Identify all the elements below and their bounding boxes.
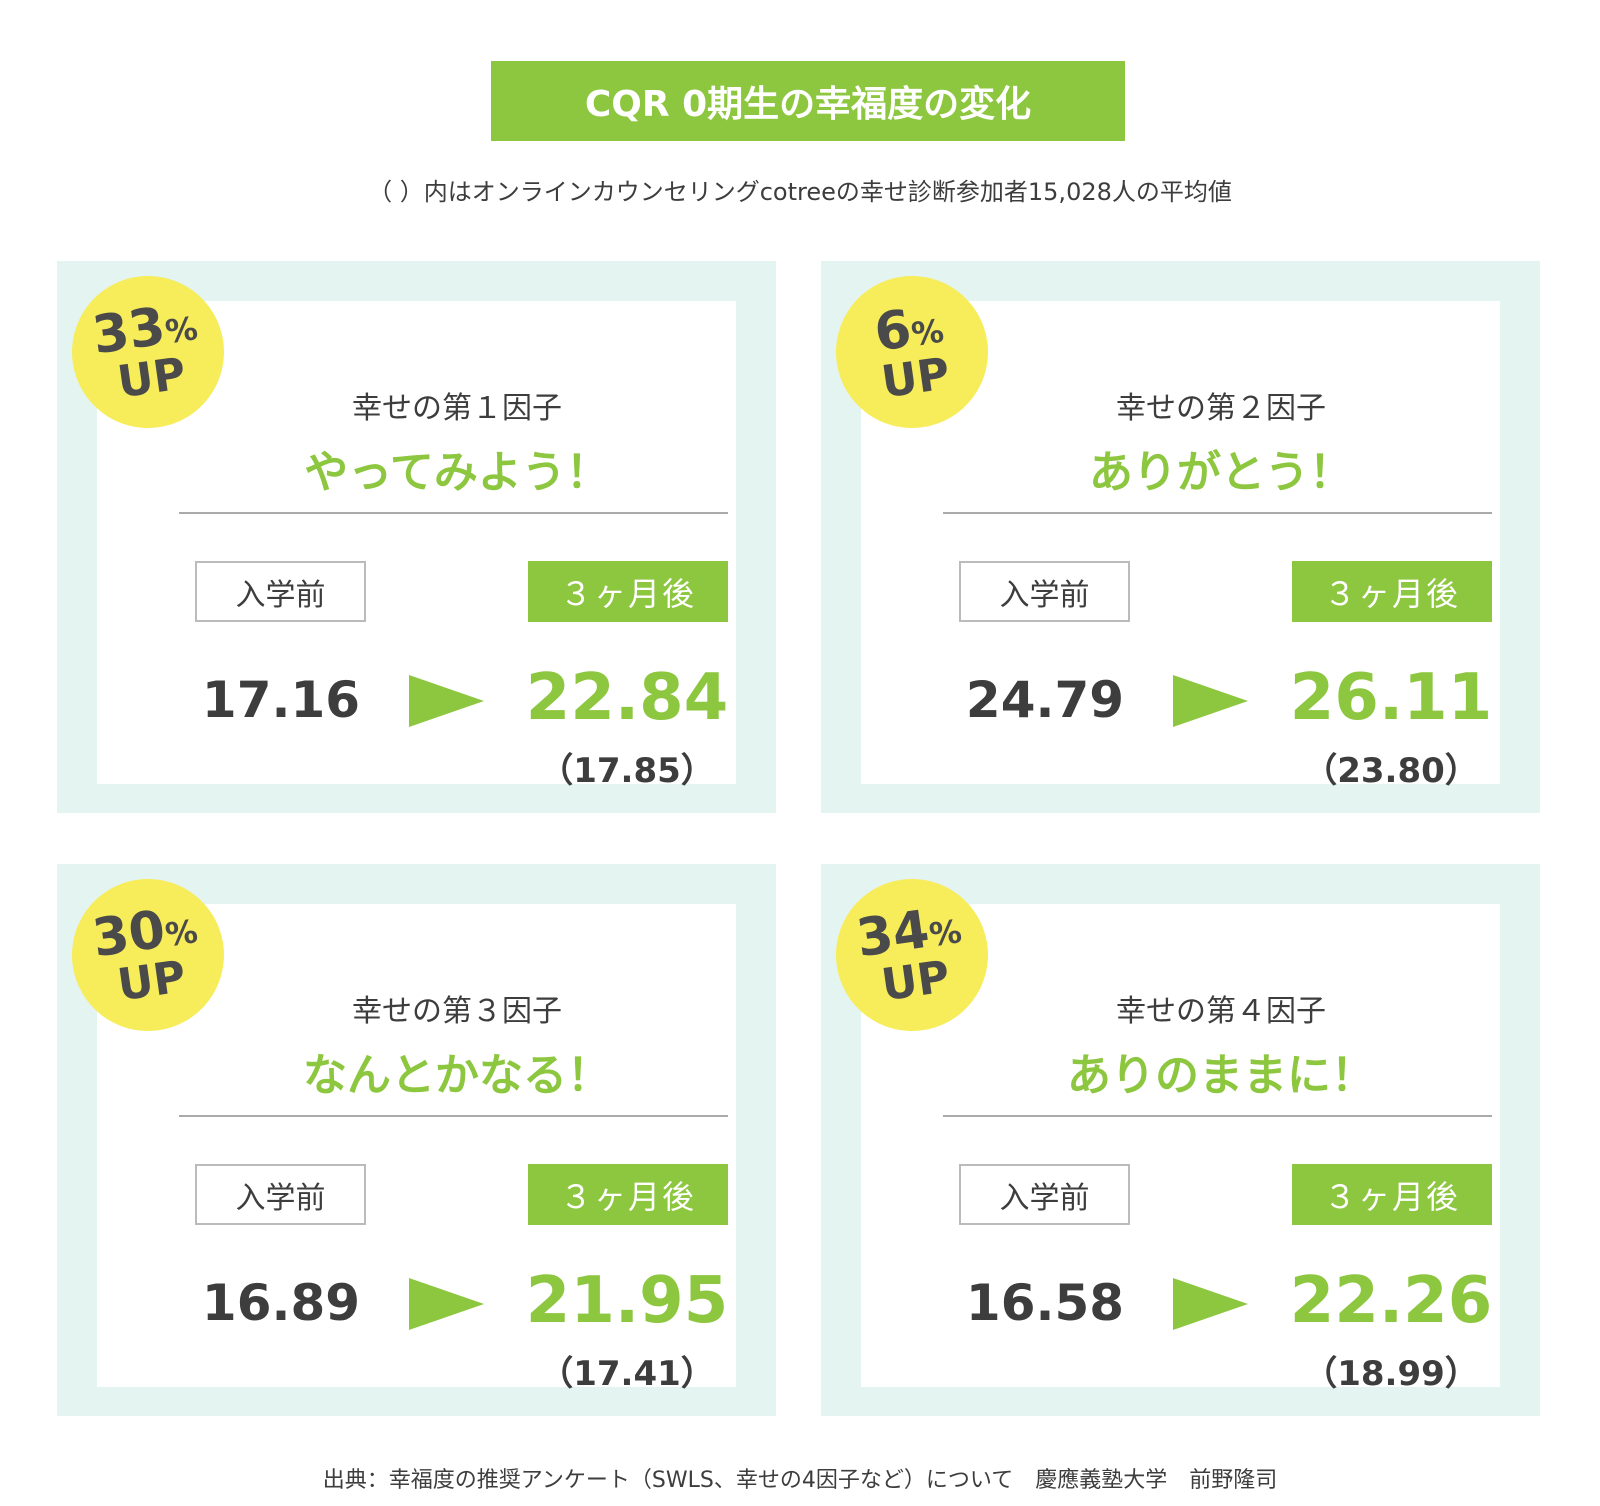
- after-value: 26.11: [1289, 661, 1493, 735]
- arrow-right-icon: [1173, 675, 1248, 727]
- divider: [943, 512, 1492, 514]
- percent-sign: %: [926, 912, 964, 955]
- after-label: ３ヶ月後: [1292, 1164, 1492, 1225]
- before-label: 入学前: [195, 1164, 366, 1225]
- factor-label: 幸せの第４因子: [1116, 994, 1326, 1029]
- card-inner: 幸せの第１因子 やってみよう！ 入学前 ３ヶ月後 17.16 22.84 （17…: [97, 301, 736, 791]
- up-label: UP: [114, 951, 189, 1012]
- factor-catchphrase: ありがとう！: [1089, 447, 1353, 498]
- factor-label: 幸せの第３因子: [352, 994, 562, 1029]
- before-label: 入学前: [959, 561, 1130, 622]
- average-value: （17.41）: [539, 1354, 715, 1394]
- up-label: UP: [114, 348, 189, 409]
- after-label: ３ヶ月後: [528, 1164, 728, 1225]
- average-value: （17.85）: [539, 751, 715, 791]
- percent-sign: %: [162, 912, 200, 955]
- factor-card: 幸せの第２因子 ありがとう！ 入学前 ３ヶ月後 24.79 26.11 （23.…: [821, 261, 1540, 813]
- after-label: ３ヶ月後: [528, 561, 728, 622]
- factor-label: 幸せの第１因子: [352, 391, 562, 426]
- up-label: UP: [878, 951, 953, 1012]
- factor-card: 幸せの第４因子 ありのままに！ 入学前 ３ヶ月後 16.58 22.26 （18…: [821, 864, 1540, 1416]
- after-value: 21.95: [525, 1264, 729, 1338]
- before-value: 24.79: [965, 671, 1125, 729]
- before-label: 入学前: [959, 1164, 1130, 1225]
- before-value: 16.89: [201, 1274, 361, 1332]
- arrow-right-icon: [409, 1278, 484, 1330]
- percent-sign: %: [909, 311, 947, 354]
- factor-catchphrase: ありのままに！: [1067, 1050, 1375, 1101]
- page-title: CQR 0期生の幸福度の変化: [491, 61, 1125, 141]
- arrow-right-icon: [409, 675, 484, 727]
- average-value: （23.80）: [1303, 751, 1479, 791]
- divider: [179, 512, 728, 514]
- after-value: 22.26: [1289, 1264, 1493, 1338]
- source-footer: 出典：幸福度の推奨アンケート（SWLS、幸せの4因子など）について 慶應義塾大学…: [322, 1468, 1278, 1493]
- before-label: 入学前: [195, 561, 366, 622]
- divider: [179, 1115, 728, 1117]
- average-value: （18.99）: [1303, 1354, 1479, 1394]
- after-value: 22.84: [525, 661, 729, 735]
- factor-catchphrase: やってみよう！: [304, 447, 610, 498]
- before-value: 16.58: [965, 1274, 1125, 1332]
- factor-card: 幸せの第１因子 やってみよう！ 入学前 ３ヶ月後 17.16 22.84 （17…: [57, 261, 776, 813]
- arrow-right-icon: [1173, 1278, 1248, 1330]
- card-inner: 幸せの第２因子 ありがとう！ 入学前 ３ヶ月後 24.79 26.11 （23.…: [861, 301, 1500, 791]
- before-value: 17.16: [201, 671, 361, 729]
- after-label: ３ヶ月後: [1292, 561, 1492, 622]
- up-label: UP: [878, 348, 953, 409]
- card-inner: 幸せの第３因子 なんとかなる！ 入学前 ３ヶ月後 16.89 21.95 （17…: [97, 904, 736, 1394]
- subtitle: （ ）内はオンラインカウンセリングcotreeの幸せ診断参加者15,028人の平…: [368, 178, 1232, 206]
- factor-card: 幸せの第３因子 なんとかなる！ 入学前 ３ヶ月後 16.89 21.95 （17…: [57, 864, 776, 1416]
- percent-sign: %: [162, 309, 200, 352]
- factor-catchphrase: なんとかなる！: [303, 1050, 611, 1101]
- factor-label: 幸せの第２因子: [1116, 391, 1326, 426]
- divider: [943, 1115, 1492, 1117]
